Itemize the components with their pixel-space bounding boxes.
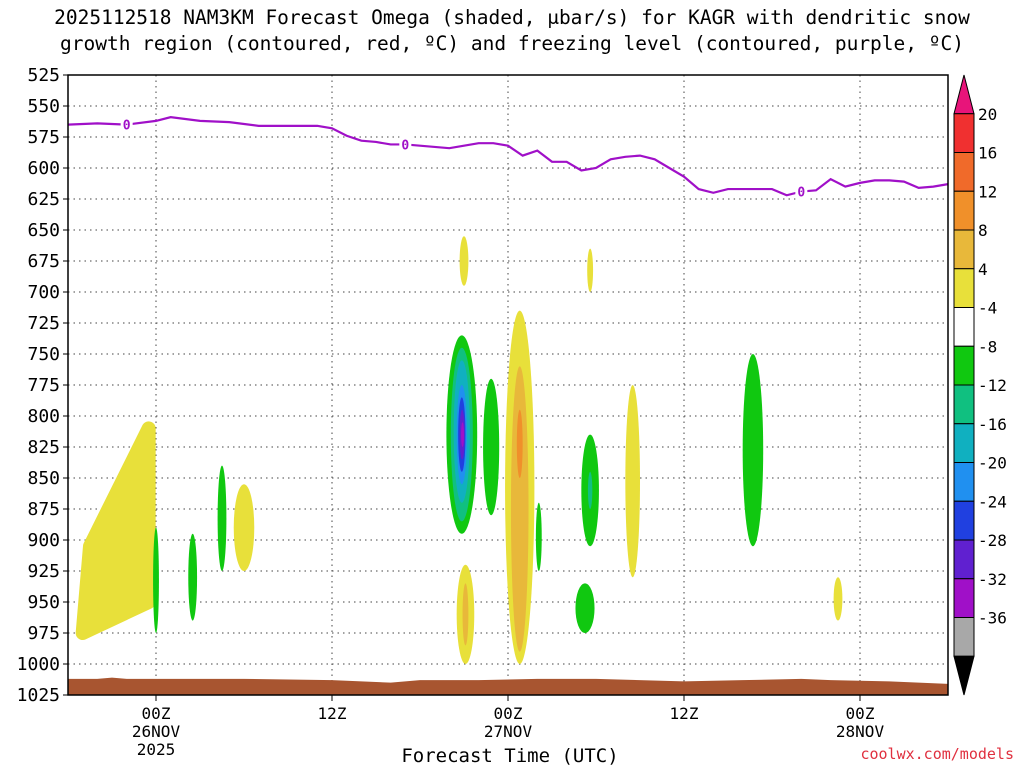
colorbar-swatch-13 [953,578,975,618]
omega-region-13-val-4 [483,378,500,516]
y-tick-label-600: 600 [27,158,60,179]
freezing-level-label-bg-2 [795,183,808,200]
y-tick-label-550: 550 [27,96,60,117]
x-tick-label-h42: 12Z [670,704,699,723]
colorbar-swatch-4 [953,229,975,270]
y-tick-label-625: 625 [27,189,60,210]
x-tick-year-h6: 2025 [137,740,176,759]
colorbar-swatch-8 [953,384,975,425]
y-tick-label-850: 850 [27,468,60,489]
omega-region-12-val-28 [461,422,464,447]
omega-region-20-val-4 [575,583,595,633]
watermark-link[interactable]: coolwx.com/models [860,745,1014,763]
y-tick-label-825: 825 [27,437,60,458]
omega-region-5-val4 [459,236,469,286]
y-tick-label-525: 525 [27,65,60,86]
colorbar-swatch-10 [953,462,975,502]
x-tick-label-h18: 12Z [318,704,347,723]
omega-region-26-val4 [833,577,843,621]
x-tick-label-h6: 00Z [142,704,171,723]
colorbar-label-8: -16 [978,415,1007,434]
x-axis-title: Forecast Time (UTC) [401,745,619,767]
colorbar-bottom-arrow [953,655,975,696]
colorbar-label-1: 16 [978,144,997,163]
freezing-level-label-2: 0 [797,186,805,201]
colorbar-swatch-6 [953,307,975,347]
colorbar-label-9: -20 [978,454,1007,473]
y-tick-label-575: 575 [27,127,60,148]
y-tick-label-950: 950 [27,592,60,613]
colorbar-swatch-11 [953,500,975,541]
freezing-level-label-1: 0 [401,138,409,153]
colorbar-label-12: -32 [978,570,1007,589]
omega-shading-layer [75,236,843,665]
omega-region-3-val-4 [217,465,227,571]
colorbar-swatch-7 [953,345,975,386]
terrain-layer [68,677,948,695]
colorbar-swatch-5 [953,268,975,308]
colorbar-swatch-12 [953,539,975,580]
omega-region-1-val-4 [153,527,159,633]
y-tick-label-975: 975 [27,623,60,644]
omega-region-23-val-8 [587,471,593,509]
colorbar-swatch-14 [953,617,975,657]
y-tick-label-800: 800 [27,406,60,427]
omega-region-21-val4 [587,248,594,292]
colorbar-label-3: 8 [978,221,988,240]
y-tick-label-650: 650 [27,220,60,241]
y-tick-label-675: 675 [27,251,60,272]
chart-title-line-1: 2025112518 NAM3KM Forecast Omega (shaded… [54,6,970,29]
colorbar-label-4: 4 [978,260,988,279]
y-tick-label-725: 725 [27,313,60,334]
colorbar-label-6: -8 [978,337,997,356]
x-tick-label-h54: 00Z [846,704,875,723]
y-tick-label-900: 900 [27,530,60,551]
y-tick-label-700: 700 [27,282,60,303]
omega-region-17-val8 [510,366,529,652]
freezing-level-line [67,116,949,197]
colorbar-label-0: 20 [978,105,997,124]
omega-region-19-val-4 [535,502,542,571]
colorbar-label-10: -24 [978,492,1007,511]
colorbar-label-2: 12 [978,182,997,201]
colorbar-label-7: -12 [978,376,1007,395]
y-tick-label-875: 875 [27,499,60,520]
freezing-level-label-bg-0 [120,116,133,133]
colorbar-swatch-3 [953,190,975,231]
x-tick-label-h30: 00Z [494,704,523,723]
y-tick-label-1025: 1025 [17,685,60,706]
y-tick-label-775: 775 [27,375,60,396]
colorbar-swatch-1 [953,113,975,153]
omega-region-25-val-4 [742,354,764,547]
omega-region-24-val4 [625,385,641,578]
pressure-axis: 525 550 575 600 625 650 675 700 725 750 775 800 825 8… [17,65,68,706]
omega-region-18-val12 [516,409,523,478]
omega-region-4-val4 [233,484,255,571]
freezing-level-layer: 0 0 0 [67,116,949,201]
colorbar-swatch-2 [953,152,975,192]
omega-region-0-val4 [75,421,156,640]
chart-title-line-2: growth region (contoured, red, ºC) and f… [60,32,964,55]
colorbar-label-11: -28 [978,531,1007,550]
colorbar-swatch-9 [953,423,975,463]
x-tick-date-h54: 28NOV [836,722,885,741]
colorbar-legend: 20 16 12 8 4 -4 -8 -12 -16 -20 -24 -28 -32 -36 [953,74,1007,696]
terrain-surface [68,677,948,695]
omega-region-2-val-4 [188,533,198,621]
freezing-level-label-0: 0 [123,119,131,134]
x-tick-date-h30: 27NOV [484,722,533,741]
freezing-level-label-bg-1 [399,136,412,153]
colorbar-label-13: -36 [978,609,1007,628]
y-tick-label-1000: 1000 [17,654,60,675]
y-tick-label-750: 750 [27,344,60,365]
colorbar-label-5: -4 [978,299,997,318]
x-tick-date-h6: 26NOV [132,722,181,741]
y-tick-label-925: 925 [27,561,60,582]
omega-region-15-val8 [462,583,469,646]
